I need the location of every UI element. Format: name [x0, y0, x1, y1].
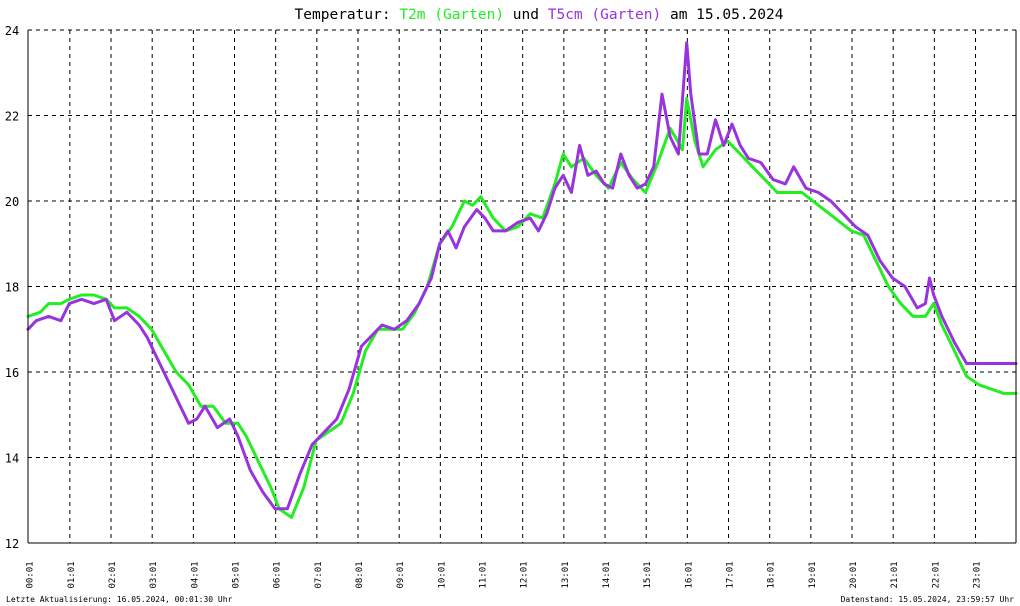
x-tick-label: 15:01	[643, 561, 653, 588]
x-tick-label: 05:01	[232, 561, 242, 588]
y-tick-label: 18	[5, 281, 19, 295]
x-tick-label: 10:01	[437, 561, 447, 588]
footer-data-status: Datenstand: 15.05.2024, 23:59:57 Uhr	[841, 595, 1015, 604]
x-tick-label: 23:01	[973, 561, 983, 588]
grid	[28, 29, 1016, 543]
series-line-t5cm	[26, 41, 1018, 511]
x-tick-label: 20:01	[849, 561, 859, 588]
title-middle: und	[504, 7, 548, 23]
x-tick-label: 11:01	[479, 561, 489, 588]
x-tick-label: 18:01	[767, 561, 777, 588]
x-tick-label: 04:01	[190, 561, 200, 588]
x-tick-label: 19:01	[808, 561, 818, 588]
x-tick-label: 03:01	[149, 561, 159, 588]
y-tick-label: 22	[5, 110, 19, 124]
y-tick-label: 20	[5, 195, 19, 209]
x-tick-label: 17:01	[726, 561, 736, 588]
chart-title: Temperatur: T2m (Garten) und T5cm (Garte…	[295, 7, 784, 23]
x-tick-label: 06:01	[273, 561, 283, 588]
x-tick-label: 08:01	[355, 561, 365, 588]
title-series1: T2m (Garten)	[399, 7, 504, 23]
x-tick-label: 14:01	[602, 561, 612, 588]
y-tick-label: 14	[5, 452, 19, 466]
x-tick-label: 13:01	[561, 561, 571, 588]
x-tick-label: 22:01	[931, 561, 941, 588]
series-lines	[26, 41, 1018, 519]
y-tick-label: 24	[5, 24, 19, 38]
title-series2: T5cm (Garten)	[548, 7, 662, 23]
x-tick-label: 07:01	[314, 561, 324, 588]
title-suffix: am 15.05.2024	[661, 7, 783, 23]
series-line-t2m	[26, 96, 1018, 519]
y-tick-label: 12	[5, 537, 19, 551]
x-tick-label: 01:01	[67, 561, 77, 588]
x-tick-labels: 00:01 01:01 02:01 03:01 04:01 05:01 06:01 07:01…	[26, 561, 983, 588]
footer-last-update: Letzte Aktualisierung: 16.05.2024, 00:01…	[6, 595, 233, 604]
x-tick-label: 21:01	[890, 561, 900, 588]
x-tick-label: 16:01	[684, 561, 694, 588]
title-prefix: Temperatur:	[295, 7, 400, 23]
x-tick-label: 12:01	[520, 561, 530, 588]
x-tick-label: 02:01	[108, 561, 118, 588]
y-tick-label: 16	[5, 366, 19, 380]
x-tick-label: 00:01	[26, 561, 36, 588]
x-tick-label: 09:01	[396, 561, 406, 588]
y-tick-labels: 24 22 20 18 16 14 12	[5, 24, 19, 551]
